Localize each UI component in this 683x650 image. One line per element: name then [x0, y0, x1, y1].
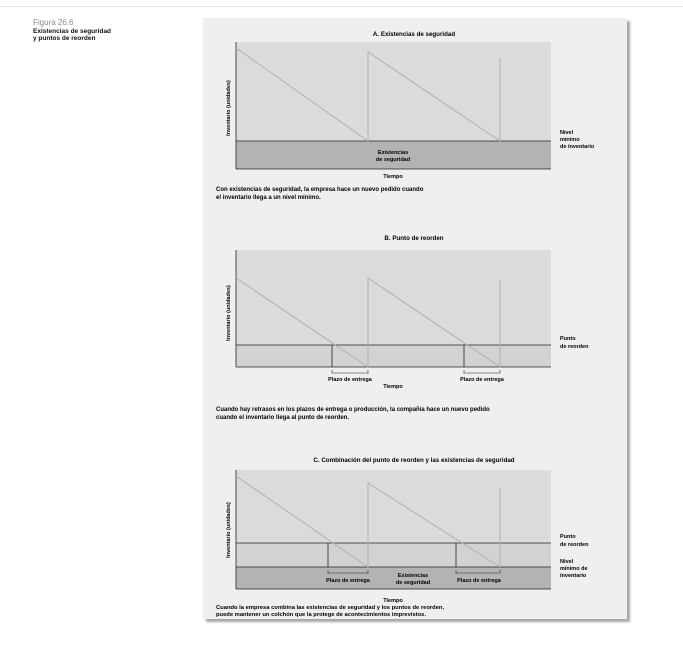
panel-c-xlabel: Tiempo: [383, 598, 403, 604]
panel-a: A. Existencias de seguridad Inventario (…: [216, 31, 595, 201]
panel-c-description-1: Cuando la empresa combina las existencia…: [216, 605, 444, 611]
panel-a-description-1: Con existencias de seguridad, la empresa…: [216, 187, 424, 193]
panel-a-right-label-1: Nivel: [560, 130, 574, 136]
panel-c-right-top-label-2: de reorden: [560, 542, 589, 548]
panel-c-title: C. Combinación del punto de reorden y la…: [313, 457, 514, 464]
panel-b-ylabel: Inventario (unidades): [226, 285, 232, 341]
panel-b-lead-bracket-1: [331, 370, 369, 374]
panel-b-right-label-1: Punto: [560, 336, 576, 342]
panel-c-lead-bracket-1: [327, 570, 369, 574]
top-divider: [0, 6, 683, 7]
panel-b-description-2: cuando el inventario llega al punto de r…: [216, 415, 349, 421]
figure-title-line-1: Existencias de seguridad: [33, 27, 112, 35]
panel-c-safety-band: [236, 567, 551, 589]
panel-b-right-label-2: de reorden: [560, 344, 589, 350]
panel-c-right-bottom-label-2: mínimo de: [560, 566, 588, 572]
panel-c-lead-bracket-2: [455, 570, 501, 574]
panel-b-inventory-line: [235, 277, 501, 368]
panel-c-description-2: puede mantener un colchón que la protege…: [216, 612, 426, 618]
panel-b: B. Punto de reorden Plazo de entrega Pla…: [216, 235, 589, 421]
panel-c: C. Combinación del punto de reorden y la…: [216, 457, 589, 618]
panel-b-reorder-band: [236, 345, 551, 367]
panel-c-band-label-1: Existencias: [398, 573, 428, 579]
panel-c-lead-label-2: Plazo de entrega: [457, 578, 502, 584]
panel-b-lead-label-1: Plazo de entrega: [328, 377, 373, 383]
figure-card: A. Existencias de seguridad Inventario (…: [203, 18, 627, 619]
figure-number: Figura 26.6: [33, 18, 74, 27]
panel-c-reorder-band: [236, 543, 551, 567]
panel-b-plot-area: [236, 250, 551, 345]
panel-b-lead-label-2: Plazo de entrega: [460, 377, 505, 383]
panel-b-title: B. Punto de reorden: [384, 235, 443, 242]
panel-c-right-bottom-label-3: inventario: [560, 573, 587, 579]
panel-a-xlabel: Tiempo: [383, 174, 403, 180]
panel-c-right-top-label-1: Punto: [560, 534, 576, 540]
panel-a-ylabel: Inventario (unidades): [226, 80, 232, 136]
panel-b-xlabel: Tiempo: [383, 384, 403, 390]
panel-a-band-label-2: de seguridad: [376, 157, 410, 163]
panel-a-safety-band: [236, 141, 551, 169]
panel-c-inventory-line: [235, 475, 501, 568]
panel-c-ylabel: Inventario (unidades): [226, 502, 232, 558]
panel-a-title: A. Existencias de seguridad: [373, 31, 455, 38]
figure-caption: Figura 26.6 Existencias de seguridad y p…: [33, 19, 183, 43]
figure-title-line-2: y puntos de reorden: [33, 35, 96, 42]
panel-a-description-2: el inventario llega a un nivel mínimo.: [216, 195, 321, 201]
panel-a-right-label-2: mínimo: [560, 137, 580, 143]
panel-a-inventory-line: [235, 47, 501, 142]
panel-c-right-bottom-label-1: Nivel: [560, 559, 574, 565]
panel-a-plot-area: [236, 42, 551, 141]
panel-c-lead-label-1: Plazo de entrega: [326, 578, 371, 584]
panel-a-band-label-1: Existencias: [378, 150, 408, 156]
panel-c-plot-area: [236, 470, 551, 543]
panel-b-lead-bracket-2: [463, 370, 501, 374]
panel-b-description-1: Cuando hay retrasos en los plazos de ent…: [216, 407, 490, 413]
panel-c-band-label-2: de seguridad: [396, 580, 430, 586]
figure-svg: A. Existencias de seguridad Inventario (…: [216, 31, 595, 618]
panel-a-right-label-3: de inventario: [560, 144, 595, 150]
